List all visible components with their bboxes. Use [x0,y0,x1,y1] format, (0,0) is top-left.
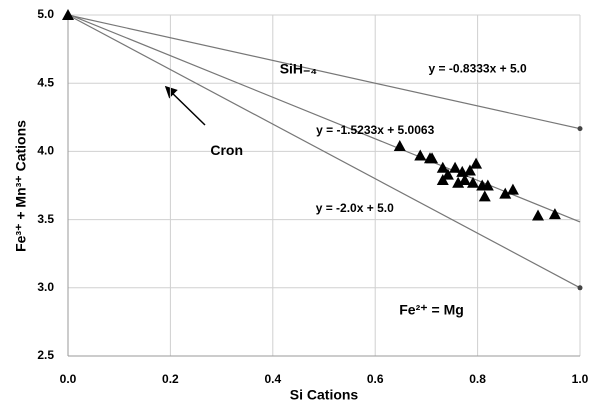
point [393,139,406,151]
point [481,179,494,191]
end-marker [577,285,583,291]
x-tick-label: 0.0 [60,372,77,386]
point [506,183,519,195]
arrow [164,85,206,126]
y-tick-label: 5.0 [37,7,54,21]
annotation: y = -2.0x + 5.0 [316,201,394,215]
annotation: Fe²⁺ = Mg [399,302,464,318]
trend-line [67,13,581,223]
y-tick-label: 4.5 [37,75,54,89]
x-tick-label: 0.4 [264,372,281,386]
annotation: y = -0.8333x + 5.0 [429,62,527,76]
point [62,9,74,20]
point [449,161,462,173]
trend-line [67,14,581,289]
point [436,174,449,186]
x-tick-label: 0.2 [162,372,179,386]
x-axis-label: Si Cations [290,387,359,403]
point [463,164,476,176]
x-tick-label: 0.8 [469,372,486,386]
y-tick-label: 4.0 [37,144,54,158]
x-tick-label: 0.6 [367,372,384,386]
annotation: SiH₋₄ [280,60,317,76]
point [499,187,512,199]
point [436,161,449,173]
point [466,176,479,188]
point [414,149,427,161]
y-tick-label: 2.5 [37,348,54,362]
annotation: y = -1.5233x + 5.0063 [316,123,434,137]
point [532,209,545,221]
y-tick-label: 3.5 [37,212,54,226]
point [426,152,439,164]
trend-line [67,14,581,130]
point [548,208,561,220]
point [441,168,454,180]
y-tick-label: 3.0 [37,280,54,294]
point [470,157,483,169]
y-axis-label: Fe³⁺ + Mn³⁺ Cations [13,120,29,252]
point [478,190,491,202]
end-marker [577,126,583,132]
point [458,174,471,186]
x-tick-label: 1.0 [572,372,589,386]
annotation: Cron [210,142,243,158]
